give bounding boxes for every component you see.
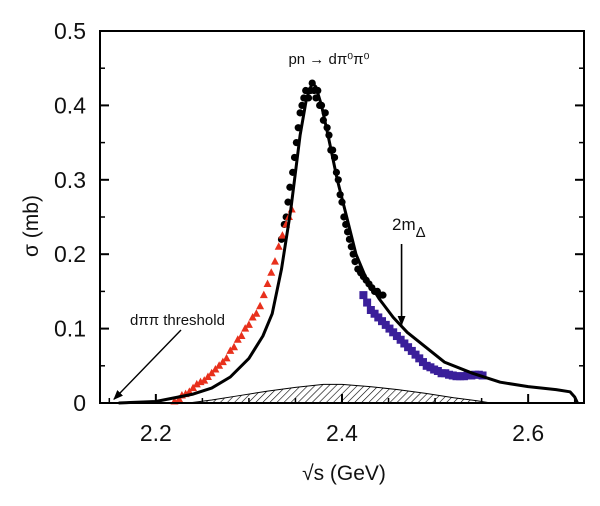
two-m-delta-base: 2m	[392, 215, 416, 234]
x-tick-label: 2.6	[512, 420, 544, 446]
data-point	[363, 298, 372, 307]
two-m-delta-annotation: 2mΔ	[392, 215, 426, 241]
x-tick-label: 2.2	[140, 420, 172, 446]
data-point	[296, 109, 304, 117]
data-point	[230, 342, 239, 351]
data-point	[259, 290, 268, 299]
data-point	[222, 353, 231, 362]
y-tick-label: 0	[73, 390, 86, 416]
data-point	[192, 379, 201, 388]
data-point	[267, 268, 276, 276]
x-tick-label: 2.4	[326, 420, 358, 446]
y-tick-label: 0.3	[54, 167, 86, 193]
threshold-arrow	[113, 329, 182, 400]
y-tick-label: 0.4	[54, 92, 86, 118]
plot-content	[118, 79, 579, 405]
data-point	[359, 291, 368, 300]
model-curve	[118, 81, 579, 405]
data-point	[379, 291, 387, 299]
x-axis-label: √s (GeV)	[302, 462, 386, 485]
two-m-delta-subscript: Δ	[416, 224, 426, 241]
data-point	[256, 301, 265, 310]
axis-ticks: 2.2 2.4 2.6 0 0.1 0.2 0.3 0.4 0.5	[54, 18, 584, 446]
chart-title: pn → dπ⁰π⁰	[288, 51, 369, 68]
data-point	[278, 231, 287, 239]
data-point	[286, 183, 294, 191]
data-point	[252, 309, 261, 317]
data-point	[274, 242, 283, 250]
threshold-annotation: dππ threshold	[130, 312, 225, 329]
data-point	[244, 320, 253, 328]
y-tick-label: 0.5	[54, 18, 86, 44]
hatched-background	[188, 383, 492, 404]
data-point	[263, 279, 272, 287]
data-point	[237, 331, 246, 340]
y-tick-label: 0.2	[54, 241, 86, 267]
data-point	[270, 257, 279, 265]
data-point	[284, 198, 292, 206]
y-axis-label: σ (mb)	[20, 195, 43, 257]
y-tick-label: 0.1	[54, 316, 86, 342]
